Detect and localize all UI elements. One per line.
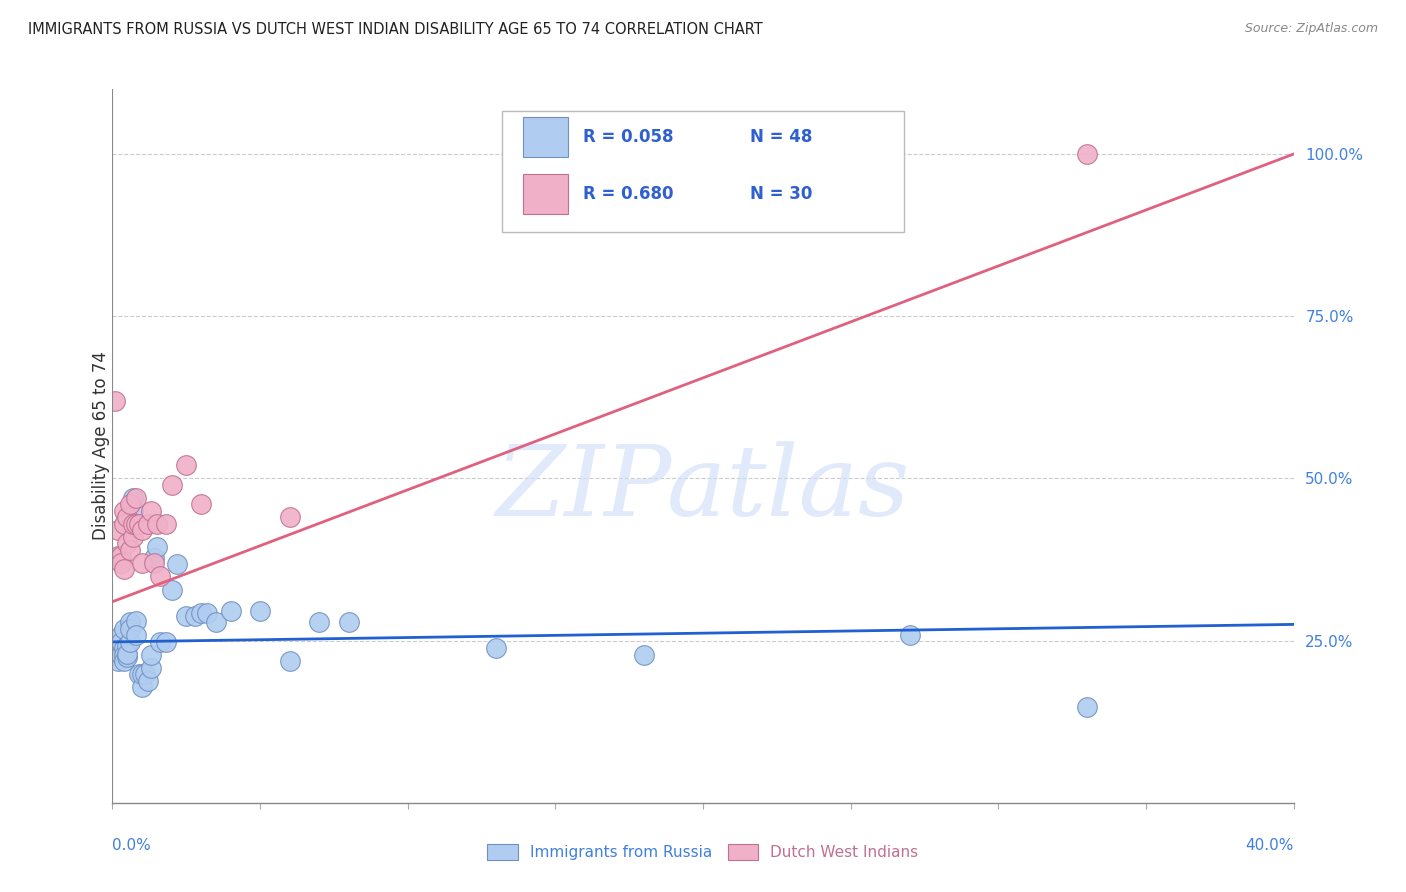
Point (112, 654, 135, 668)
Point (149, 635, 172, 649)
Text: 40.0%: 40.0% (1246, 838, 1294, 854)
Point (898, 628, 921, 642)
Point (139, 648, 162, 662)
Point (149, 568, 172, 582)
Point (117, 647, 138, 661)
Point (142, 550, 165, 565)
Point (120, 542, 142, 557)
Point (125, 516, 148, 531)
Point (278, 510, 301, 524)
Legend: Immigrants from Russia, Dutch West Indians: Immigrants from Russia, Dutch West India… (481, 838, 925, 866)
Point (120, 615, 142, 630)
Point (142, 556, 165, 570)
Point (184, 609, 207, 624)
Point (122, 516, 145, 531)
Point (166, 557, 188, 571)
FancyBboxPatch shape (523, 118, 568, 157)
Point (485, 641, 508, 656)
Point (122, 491, 145, 505)
Point (249, 604, 271, 618)
Point (120, 635, 142, 649)
Point (190, 497, 212, 511)
Text: N = 30: N = 30 (751, 186, 813, 203)
Point (107, 549, 129, 564)
Point (110, 635, 132, 649)
Point (134, 667, 156, 681)
Point (107, 524, 129, 538)
Y-axis label: Disability Age 65 to 74: Disability Age 65 to 74 (93, 351, 110, 541)
Point (110, 556, 132, 570)
FancyBboxPatch shape (523, 175, 568, 214)
Point (125, 491, 148, 505)
Text: 0.0%: 0.0% (112, 838, 152, 854)
Text: IMMIGRANTS FROM RUSSIA VS DUTCH WEST INDIAN DISABILITY AGE 65 TO 74 CORRELATION : IMMIGRANTS FROM RUSSIA VS DUTCH WEST IND… (28, 22, 763, 37)
Point (278, 654, 301, 668)
Point (112, 516, 135, 531)
Point (107, 654, 129, 668)
Point (174, 609, 197, 624)
Point (117, 510, 138, 524)
Point (117, 536, 138, 550)
Point (195, 606, 218, 620)
Point (104, 647, 127, 661)
Point (174, 458, 197, 473)
Point (155, 635, 177, 649)
Point (205, 615, 228, 630)
Point (117, 649, 138, 664)
Point (128, 667, 150, 681)
Point (190, 606, 212, 620)
Point (117, 648, 138, 662)
Point (104, 393, 127, 408)
Point (131, 556, 153, 570)
Text: Source: ZipAtlas.com: Source: ZipAtlas.com (1244, 22, 1378, 36)
Point (146, 516, 169, 531)
Point (136, 673, 159, 688)
Point (139, 661, 162, 675)
Point (112, 504, 135, 518)
Text: R = 0.058: R = 0.058 (582, 128, 673, 146)
Point (122, 504, 145, 518)
FancyBboxPatch shape (502, 111, 904, 232)
Point (128, 516, 150, 531)
Point (125, 628, 148, 642)
Point (120, 622, 142, 636)
Point (110, 628, 132, 642)
Point (146, 540, 169, 554)
Point (110, 648, 132, 662)
Point (160, 478, 183, 492)
Point (633, 648, 655, 662)
Point (1076, 147, 1098, 161)
Point (112, 562, 135, 576)
Text: ZIPatlas: ZIPatlas (496, 442, 910, 536)
Point (125, 614, 148, 628)
Point (308, 615, 330, 630)
Text: N = 48: N = 48 (751, 128, 813, 146)
Point (112, 648, 135, 662)
Point (110, 549, 132, 564)
Point (117, 639, 138, 653)
Point (112, 622, 135, 636)
Point (122, 530, 145, 544)
Point (155, 516, 177, 531)
Point (219, 604, 242, 618)
Point (136, 516, 159, 531)
Point (160, 582, 183, 597)
Point (139, 504, 162, 518)
Point (120, 497, 142, 511)
Point (131, 667, 153, 681)
Point (131, 524, 153, 538)
Text: R = 0.680: R = 0.680 (582, 186, 673, 203)
Point (337, 615, 360, 630)
Point (1076, 699, 1098, 714)
Point (131, 681, 153, 695)
Point (112, 641, 135, 656)
Point (107, 643, 129, 657)
